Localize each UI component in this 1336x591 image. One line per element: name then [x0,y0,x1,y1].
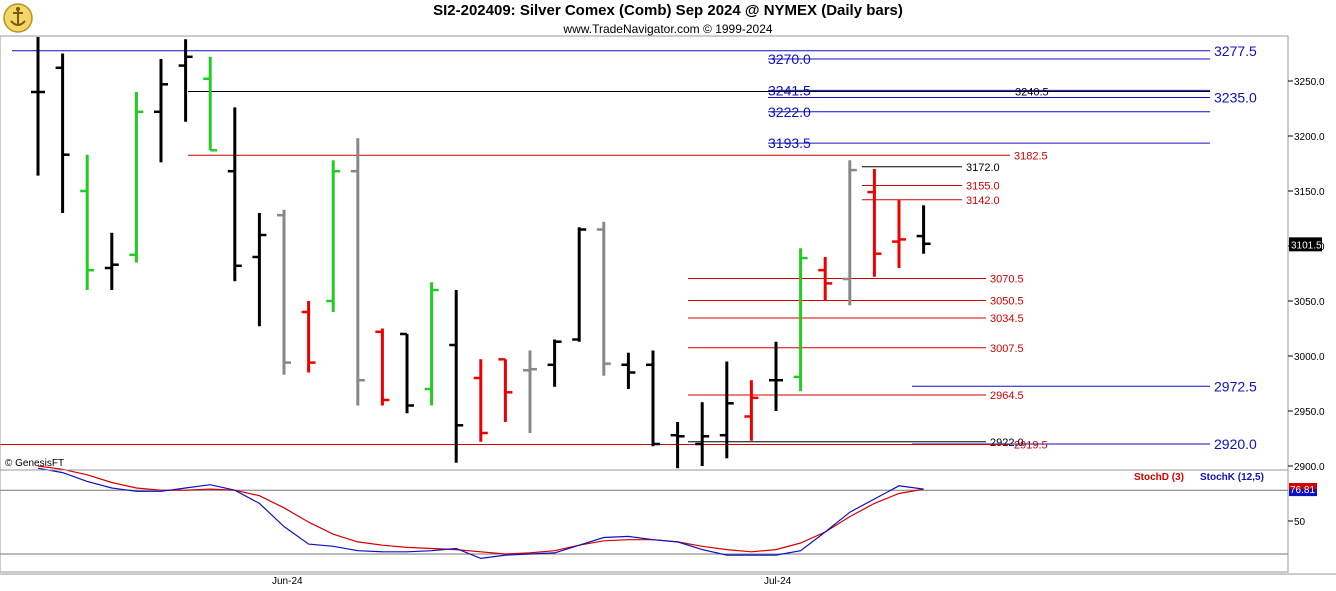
level-label: 2919.5 [1014,440,1048,452]
legend-stochd: StochD (3) [1134,472,1184,483]
stoch-last-box-red [1289,483,1317,490]
level-label: 3240.5 [1015,86,1049,98]
level-label: 3193.5 [768,135,811,151]
price-tick-label: 3000.0 [1294,352,1325,363]
chart-subtitle: www.TradeNavigator.com © 1999-2024 [563,22,773,36]
level-label: 3142.0 [966,195,1000,207]
level-label: 3182.5 [1014,150,1048,162]
stochastic-panel [0,465,1288,560]
level-label: 3172.0 [966,162,1000,174]
stoch-panel-frame [0,469,1289,573]
level-label: 3270.0 [768,51,811,67]
level-label: 2920.0 [1214,436,1257,452]
price-panel: 3277.5 3270.0 3241.5 3240.5 3235.0 3222.0 3193… [0,37,1257,469]
level-label: 3034.5 [990,313,1024,325]
price-tick-label: 3050.0 [1294,297,1325,308]
price-tick-label: 3200.0 [1294,132,1325,143]
stoch-line [37,467,924,560]
legend-stochk: StochK (12,5) [1200,472,1264,483]
price-panel-frame [0,35,1289,471]
level-label: 3235.0 [1214,90,1257,106]
level-label: 3050.5 [990,295,1024,307]
last-price-box [1289,237,1322,252]
level-label: 3007.5 [990,343,1024,355]
date-label: Jun-24 [272,576,303,587]
last-price-label: 3101.5 [1291,240,1322,251]
price-tick-label: 2900.0 [1294,462,1325,473]
price-tick-label: 3150.0 [1294,187,1325,198]
axes: 2900.02950.03000.03050.03100.03150.03200… [0,35,1336,587]
level-label: 3070.5 [990,273,1024,285]
price-tick-label: 3250.0 [1294,77,1325,88]
stoch-line [37,465,924,555]
level-label: 2972.5 [1214,378,1257,394]
stoch-last-label: 76.81 [1290,485,1315,496]
genesis-copyright: © GenesisFT [5,458,65,469]
date-label: Jul-24 [764,576,792,587]
chart-title: SI2-202409: Silver Comex (Comb) Sep 2024… [433,2,903,19]
level-label: 3155.0 [966,181,1000,193]
level-label: 2922.0 [990,437,1024,449]
level-label: 3222.0 [768,104,811,120]
price-tick-label: 2950.0 [1294,407,1325,418]
level-label: 3241.5 [768,82,811,98]
level-label: 2964.5 [990,390,1024,402]
anchor-logo-icon [3,3,33,33]
level-label: 3277.5 [1214,43,1257,59]
stoch-tick-label: 50 [1294,517,1306,528]
